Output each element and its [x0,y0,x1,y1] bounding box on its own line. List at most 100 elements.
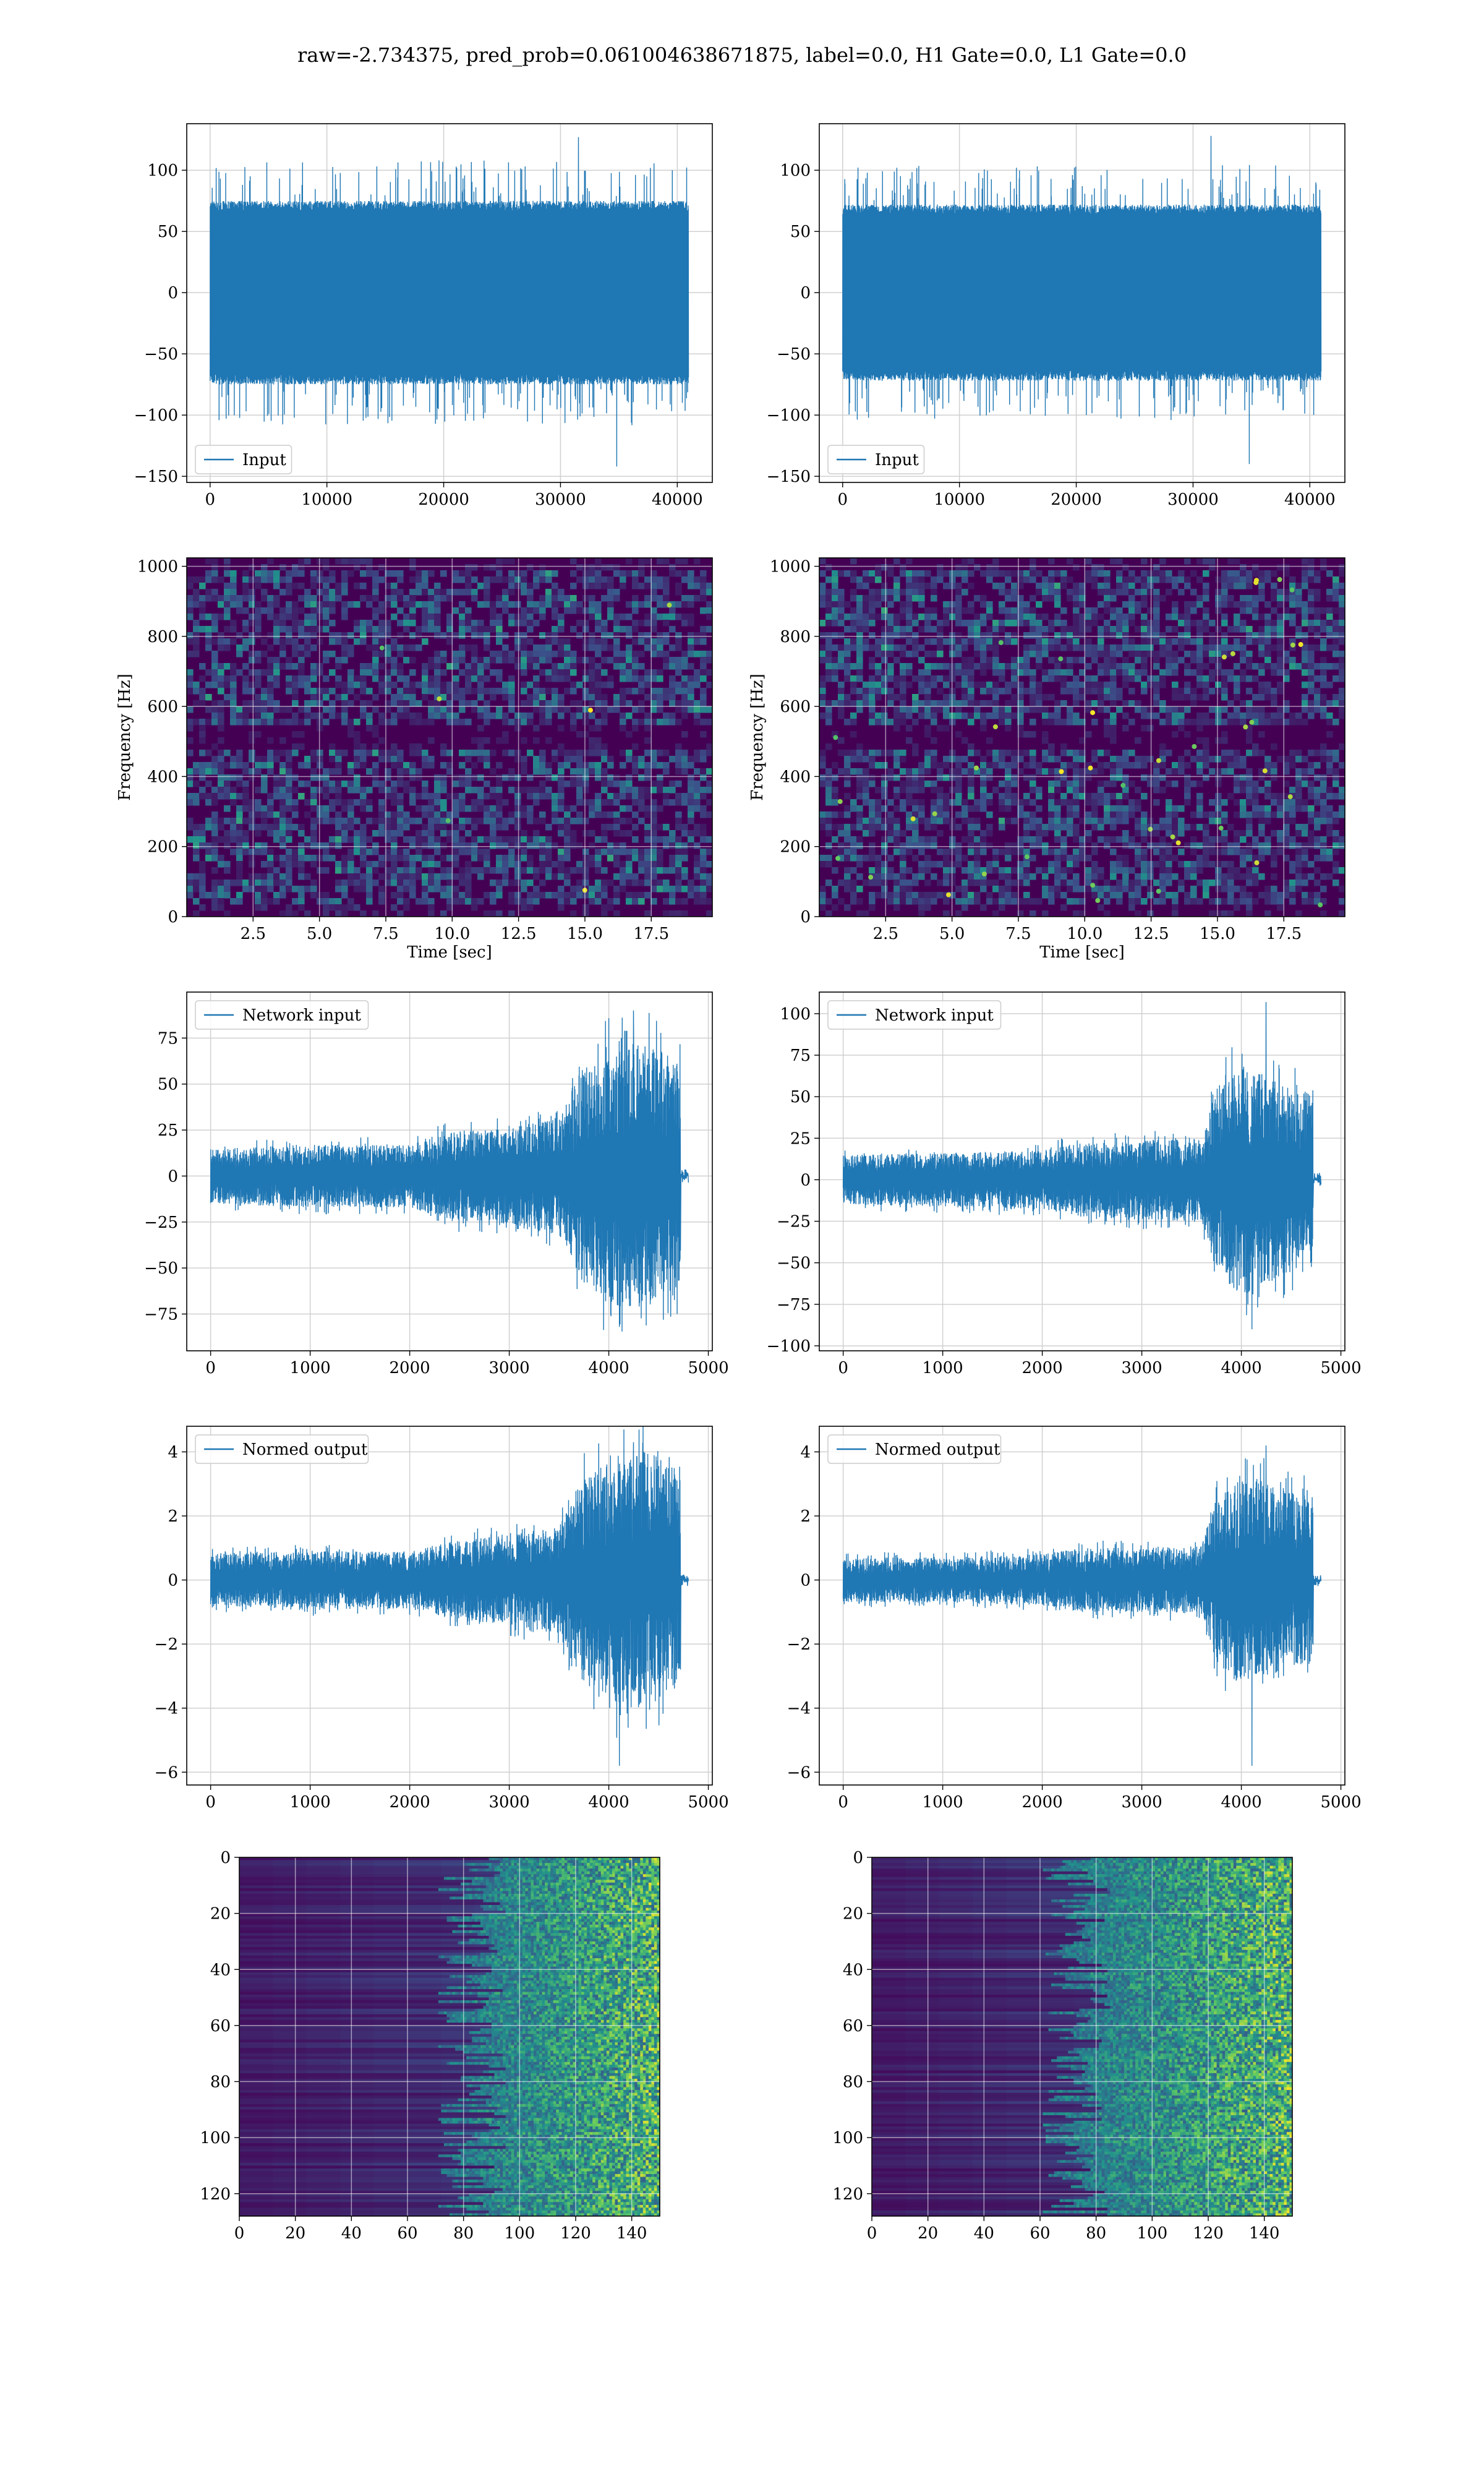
heatmap-cell [521,644,527,651]
heatmap-cell [490,657,497,664]
heatmap-cell [1141,706,1148,713]
heatmap-cell [1190,756,1197,763]
heatmap-cell [1246,750,1253,756]
heatmap-cell [286,675,292,682]
heatmap-cell [453,886,459,892]
heatmap-cell [850,558,857,565]
heatmap-cell [688,620,694,627]
heatmap-cell [310,892,317,899]
heatmap-cell [1184,688,1191,695]
heatmap-cell [688,570,694,577]
heatmap-cell [1215,768,1222,775]
heatmap-cell [477,855,484,862]
heatmap-cell [570,663,577,670]
heatmap-cell [1320,706,1327,713]
heatmap-cell [236,805,243,812]
heatmap-cell [980,657,987,664]
heatmap-cell [249,886,255,892]
heatmap-cell [279,706,286,713]
heatmap-cell [484,756,490,763]
heatmap-cell [912,644,919,651]
heatmap-cell [700,805,707,812]
heatmap-cell [428,805,435,812]
heatmap-cell [1042,731,1049,738]
heatmap-cell [582,787,589,794]
heatmap-cell [508,682,515,688]
heatmap-cell [589,570,595,577]
heatmap-cell [943,675,950,682]
heatmap-cell [385,595,391,602]
heatmap-cell [1122,626,1129,633]
heatmap-cell [582,910,589,917]
heatmap-cell [1116,669,1123,676]
heatmap-cell [558,601,565,608]
heatmap-cell [657,719,663,726]
heatmap-cell [613,830,620,837]
heatmap-cell [955,781,962,787]
heatmap-cell [986,657,993,664]
heatmap-cell [893,576,900,583]
heatmap-cell [459,750,466,756]
heatmap-cell [224,836,231,843]
heatmap-cell [992,570,999,577]
heatmap-cell [496,558,503,565]
heatmap-cell [224,700,231,707]
heatmap-cell [1320,694,1327,701]
heatmap-cell [1320,564,1327,571]
heatmap-cell [626,626,633,633]
heatmap-cell [980,688,987,695]
heatmap-cell [863,626,869,633]
heatmap-cell [1339,607,1345,614]
heatmap-cell [1141,688,1148,695]
heatmap-cell [286,614,292,620]
heatmap-cell [471,898,478,905]
heatmap-cell [595,750,602,756]
heatmap-cell [471,675,478,682]
heatmap-cell [360,849,367,855]
heatmap-cell [527,663,534,670]
heatmap-cell [1234,644,1240,651]
heatmap-cell [644,824,651,831]
heatmap-cell [881,669,888,676]
heatmap-cell [694,669,701,676]
heatmap-cell [446,880,453,886]
heatmap-cell [675,781,682,787]
heatmap-cell [669,842,676,849]
heatmap-cell [613,589,620,596]
heatmap-cell [1283,793,1290,800]
heatmap-cell [391,861,398,868]
heatmap-cell [440,651,447,657]
heatmap-cell [1141,638,1148,645]
heatmap-cell [1098,793,1104,800]
heatmap-cell [663,694,670,701]
heatmap-cell [273,657,280,664]
heatmap-cell [887,601,894,608]
heatmap-cell [1320,607,1327,614]
heatmap-cell [968,805,974,812]
heatmap-cell [1141,644,1148,651]
heatmap-cell [477,750,484,756]
heatmap-cell [329,651,336,657]
heatmap-cell [663,632,670,639]
heatmap-cell [1036,601,1043,608]
heatmap-cell [267,669,274,676]
heatmap-cell [440,830,447,837]
heatmap-cell [1073,719,1080,726]
heatmap-cell [937,576,944,583]
heatmap-cell [1085,558,1092,565]
heatmap-cell [459,842,466,849]
heatmap-cell [397,700,404,707]
heatmap-cell [657,706,663,713]
heatmap-cell [267,830,274,837]
heatmap-cell [1178,657,1185,664]
heatmap-cell [304,719,311,726]
heatmap-cell [552,663,558,670]
heatmap-cell [924,688,931,695]
heatmap-cell [613,694,620,701]
heatmap-cell [570,750,577,756]
heatmap-cell [1258,706,1265,713]
heatmap-cell [688,601,694,608]
heatmap-cell [700,694,707,701]
heatmap-cell [199,861,206,868]
heatmap-cell [875,675,882,682]
